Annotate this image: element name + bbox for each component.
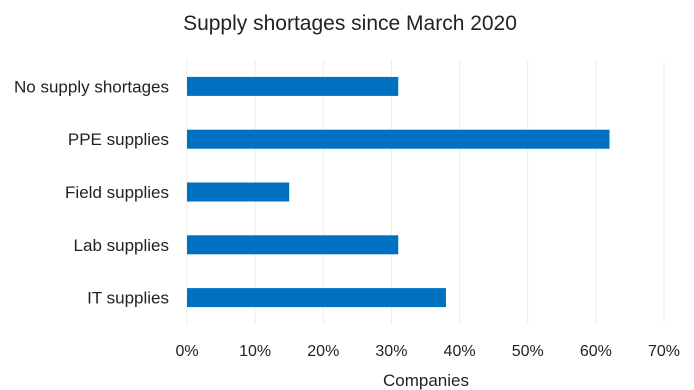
x-tick-labels: 0% 10% 20% 30% 40% 50% 60% 70% bbox=[175, 343, 680, 360]
bar bbox=[187, 288, 446, 308]
category-label: PPE supplies bbox=[68, 130, 169, 149]
gridlines bbox=[186, 60, 665, 324]
x-tick-label: 60% bbox=[580, 343, 612, 360]
category-label: No supply shortages bbox=[14, 77, 169, 96]
bar bbox=[187, 76, 399, 96]
category-label: Lab supplies bbox=[74, 236, 169, 255]
category-label: Field supplies bbox=[65, 183, 169, 202]
x-tick-label: 50% bbox=[512, 343, 544, 360]
x-axis-label: Companies bbox=[383, 371, 469, 390]
x-tick-label: 30% bbox=[375, 343, 407, 360]
bar bbox=[187, 182, 290, 202]
bar bbox=[187, 129, 610, 149]
x-tick-label: 70% bbox=[648, 343, 680, 360]
x-tick-label: 40% bbox=[444, 343, 476, 360]
x-tick-label: 0% bbox=[175, 343, 198, 360]
category-labels: No supply shortages PPE supplies Field sup… bbox=[14, 77, 169, 307]
x-tick-label: 10% bbox=[239, 343, 271, 360]
chart-title: Supply shortages since March 2020 bbox=[183, 12, 517, 35]
bar bbox=[187, 235, 399, 255]
category-label: IT supplies bbox=[87, 289, 169, 308]
bars bbox=[187, 76, 610, 308]
x-tick-label: 20% bbox=[307, 343, 339, 360]
